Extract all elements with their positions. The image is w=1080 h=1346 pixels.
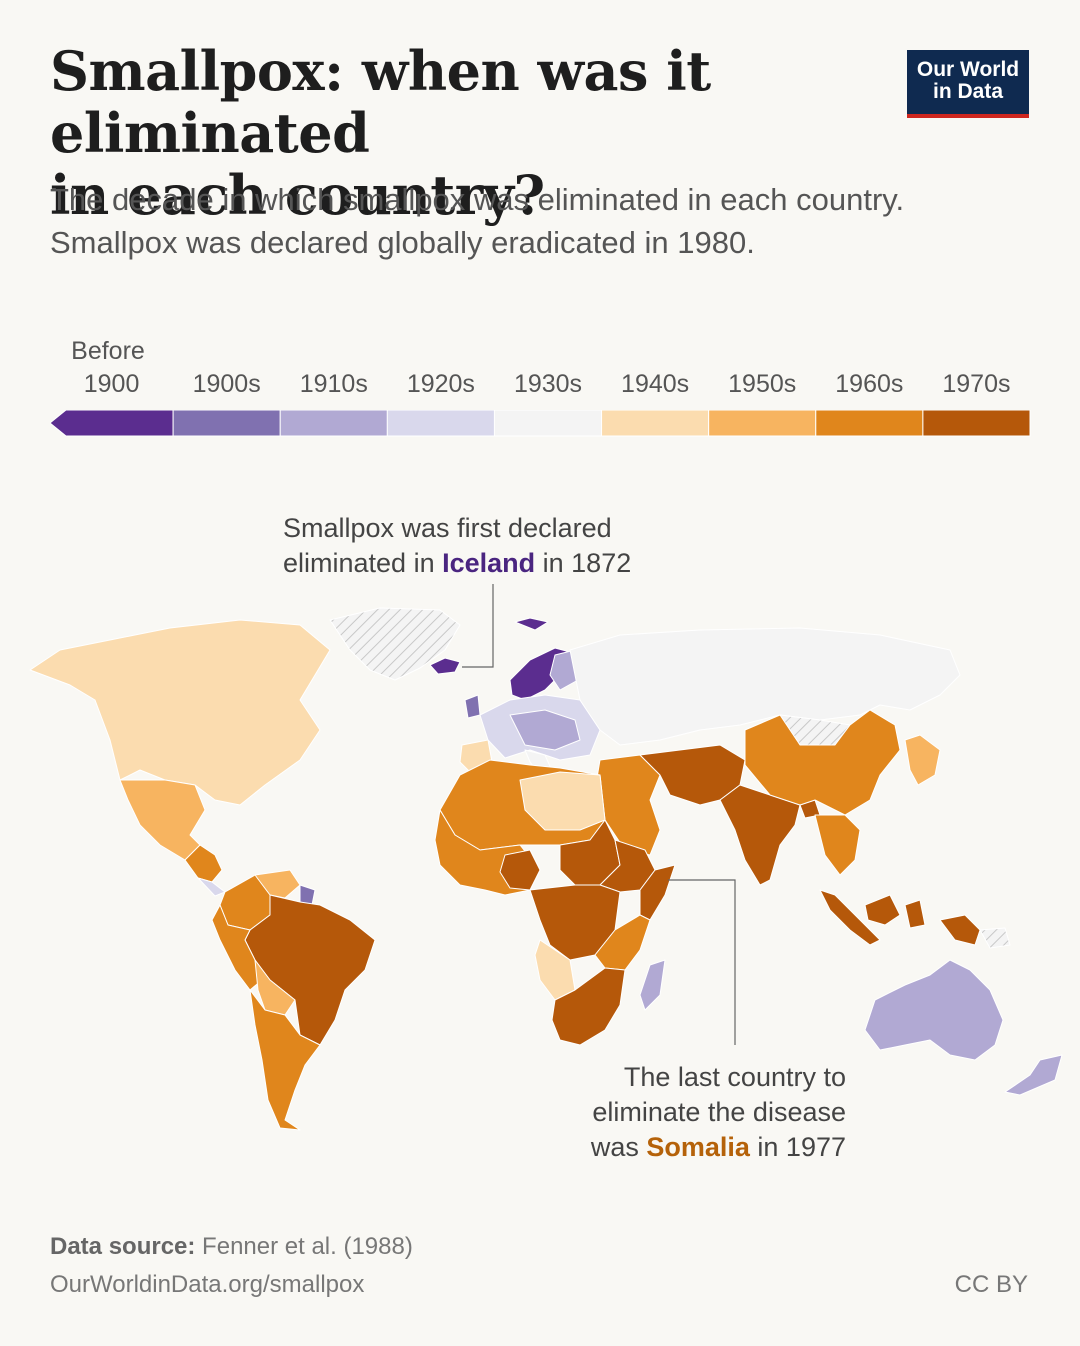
- region-libya-egypt: [519, 771, 606, 831]
- somalia-annotation-pre: was: [590, 1132, 647, 1162]
- title-line-1: Smallpox: when was it eliminated: [50, 39, 711, 165]
- region-uk: [464, 694, 481, 719]
- region-north-america: [29, 619, 331, 806]
- somalia-annotation-line-2: eliminate the disease: [592, 1097, 846, 1127]
- legend-swatch-1970s[interactable]: [922, 410, 1031, 437]
- legend-before-label: Before: [71, 337, 145, 365]
- subtitle-line-1: The decade in which smallpox was elimina…: [50, 182, 905, 217]
- iceland-annotation: Smallpox was first declared eliminated i…: [283, 511, 631, 581]
- legend-swatch-1930s[interactable]: [493, 410, 603, 437]
- iceland-leader-line: [462, 584, 494, 668]
- chart-title: Smallpox: when was it eliminated in each…: [50, 40, 890, 226]
- iceland-highlight: Iceland: [442, 548, 536, 578]
- region-svalbard: [514, 617, 549, 631]
- legend-label-1920s: 1920s: [406, 370, 475, 398]
- region-korea-japan: [904, 734, 941, 786]
- legend-swatch-1900s[interactable]: [172, 410, 281, 437]
- region-indochina: [814, 814, 861, 876]
- region-southern-africa: [551, 967, 626, 1046]
- region-argentina-chile: [249, 989, 321, 1131]
- iceland-annotation-pre: eliminated in: [283, 548, 443, 578]
- subtitle-line-2: Smallpox was declared globally eradicate…: [50, 225, 755, 260]
- region-east-africa: [594, 914, 651, 971]
- legend-label-1910s: 1910s: [299, 370, 368, 398]
- world-map: [29, 584, 1063, 1131]
- region-india: [719, 784, 801, 886]
- legend-label-1900: 1900: [83, 370, 140, 398]
- region-indonesia-3: [904, 899, 926, 929]
- logo-line-2: in Data: [932, 80, 1003, 103]
- somalia-highlight: Somalia: [646, 1132, 750, 1162]
- legend-label-1940s: 1940s: [621, 370, 690, 398]
- region-new-guinea: [939, 914, 981, 946]
- region-greenland: [329, 607, 461, 681]
- iceland-annotation-line-2: eliminated in Iceland in 1872: [283, 546, 631, 581]
- legend-swatch-1900[interactable]: [50, 410, 174, 437]
- legend-swatch-1940s[interactable]: [601, 410, 710, 437]
- logo-line-1: Our World: [916, 58, 1020, 81]
- owid-logo[interactable]: Our World in Data: [907, 50, 1029, 118]
- region-madagascar: [639, 959, 666, 1011]
- source-url-link[interactable]: OurWorldinData.org/smallpox: [50, 1271, 365, 1298]
- region-china: [744, 709, 901, 816]
- somalia-leader-line: [668, 879, 736, 1045]
- region-venezuela: [254, 869, 301, 899]
- region-new-zealand: [1004, 1054, 1063, 1096]
- region-indonesia-2: [864, 894, 901, 926]
- legend-label-1960s: 1960s: [835, 370, 904, 398]
- legend-label-1900s: 1900s: [192, 370, 261, 398]
- region-png: [979, 927, 1011, 949]
- license-label: CC BY: [954, 1271, 1028, 1298]
- region-iceland: [429, 657, 461, 675]
- legend-swatch-1910s[interactable]: [279, 410, 388, 437]
- legend-swatch-1960s[interactable]: [815, 410, 924, 437]
- iceland-annotation-post: in 1872: [535, 548, 632, 578]
- legend-label-1950s: 1950s: [728, 370, 797, 398]
- legend-swatch-1950s[interactable]: [708, 410, 817, 437]
- region-ethiopia: [599, 839, 656, 893]
- somalia-annotation: The last country to eliminate the diseas…: [591, 1060, 846, 1165]
- legend-label-1970s: 1970s: [942, 370, 1011, 398]
- data-source-label: Data source:: [50, 1233, 196, 1260]
- region-indonesia-1: [819, 889, 881, 946]
- data-source: Data source: Fenner et al. (1988): [50, 1233, 413, 1261]
- somalia-annotation-post: in 1977: [749, 1132, 846, 1162]
- somalia-annotation-line-3: was Somalia in 1977: [591, 1130, 846, 1165]
- legend-swatch-1920s[interactable]: [386, 410, 495, 437]
- data-source-value: Fenner et al. (1988): [195, 1233, 413, 1260]
- iceland-annotation-line-1: Smallpox was first declared: [283, 513, 612, 543]
- legend-label-1930s: 1930s: [513, 370, 583, 398]
- region-australia: [864, 959, 1004, 1061]
- somalia-annotation-line-1: The last country to: [623, 1062, 846, 1092]
- region-mexico: [119, 779, 206, 861]
- legend-color-bar: [50, 410, 1031, 437]
- title-line-2: in each country?: [50, 163, 545, 227]
- chart-subtitle: The decade in which smallpox was elimina…: [50, 178, 1030, 264]
- region-central-europe: [509, 709, 581, 751]
